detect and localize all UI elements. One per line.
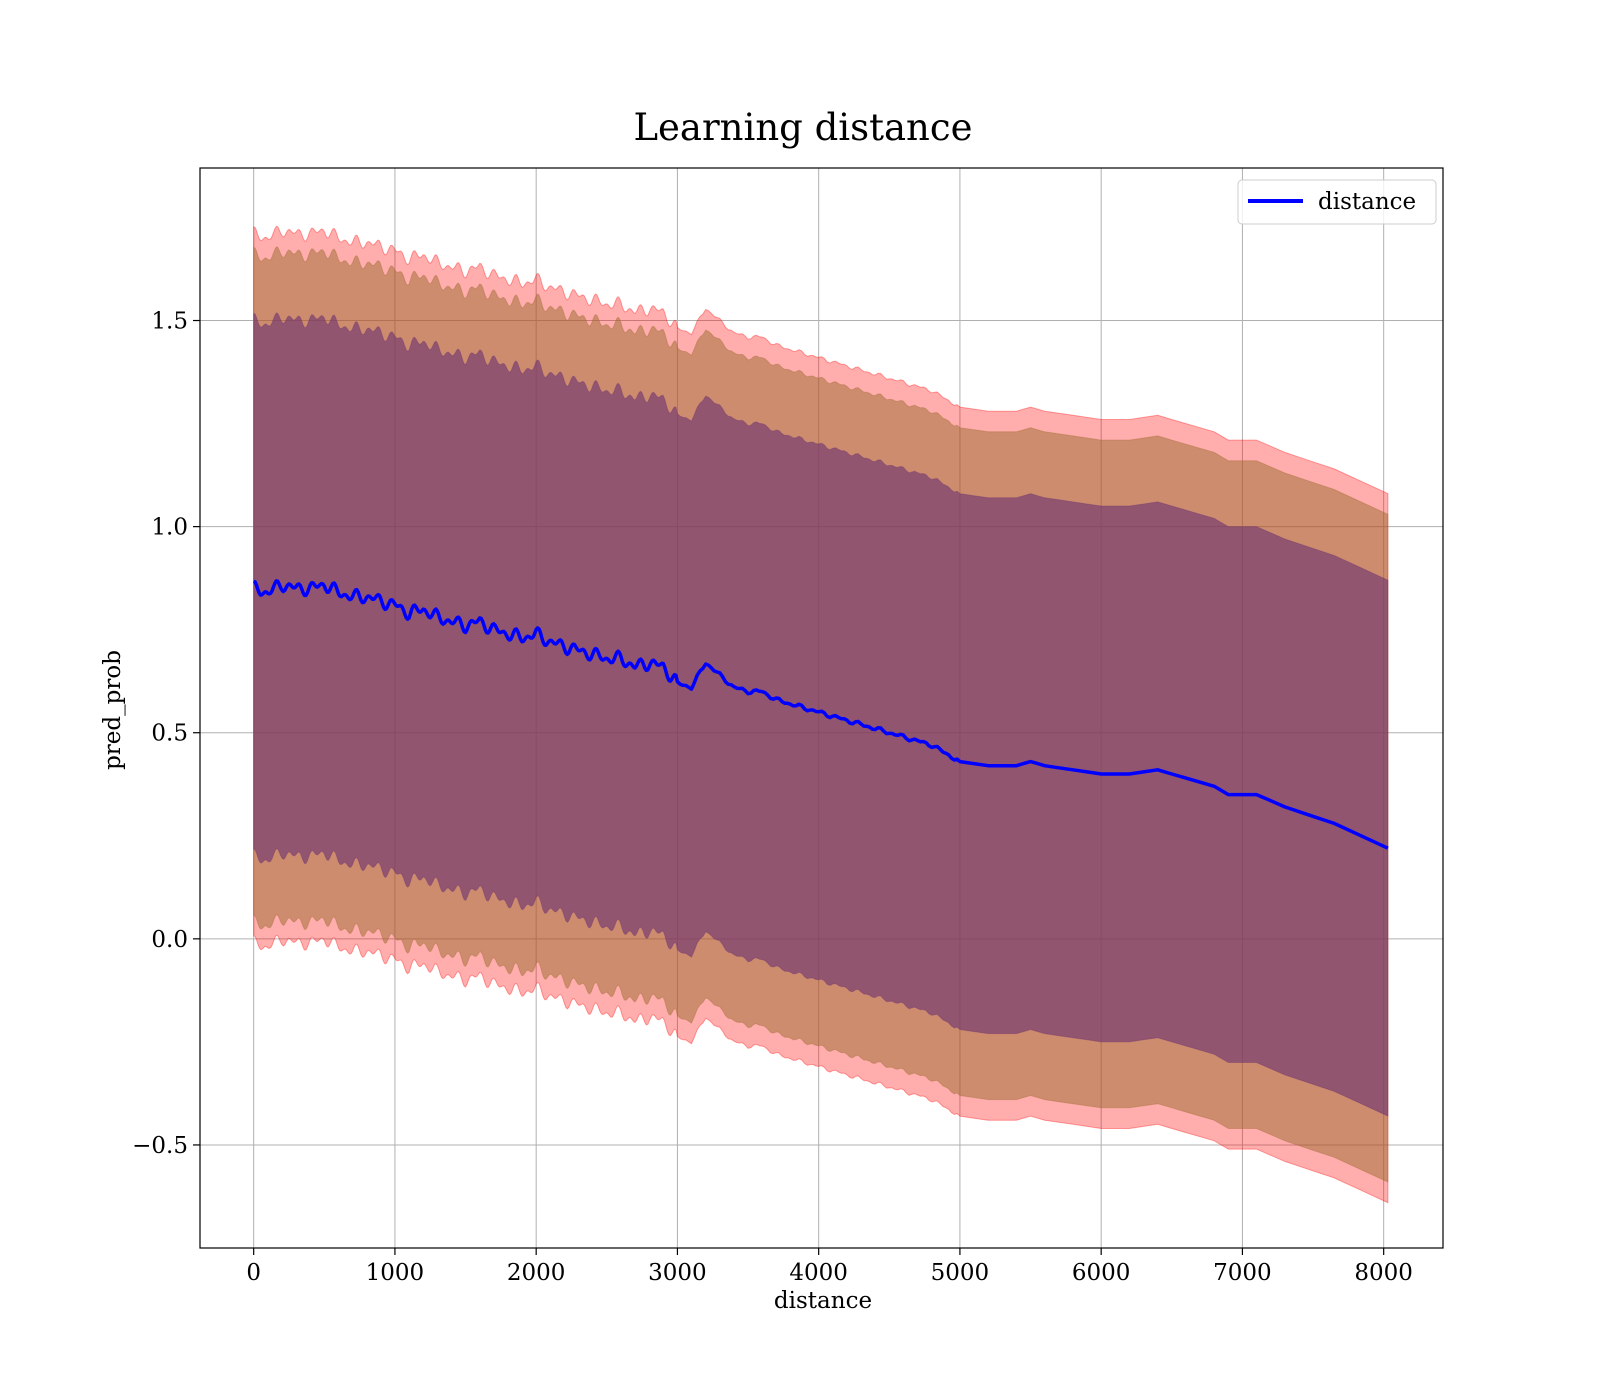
x-axis-label: distance — [774, 1288, 872, 1314]
series-lines — [252, 579, 1389, 850]
x-tick-label: 8000 — [1354, 1260, 1413, 1286]
y-tick-label: −0.5 — [132, 1133, 188, 1159]
series-line-distance — [252, 579, 1389, 850]
x-tick-label: 7000 — [1213, 1260, 1272, 1286]
x-axis-ticks: 0 1000 2000 3000 4000 5000 6000 7000 8000 — [246, 1248, 1413, 1286]
x-tick-label: 3000 — [648, 1260, 707, 1286]
x-tick-label: 4000 — [789, 1260, 848, 1286]
x-tick-label: 1000 — [366, 1260, 425, 1286]
x-tick-label: 0 — [246, 1260, 261, 1286]
y-tick-label: 0.5 — [151, 721, 188, 747]
x-tick-label: 6000 — [1072, 1260, 1131, 1286]
x-tick-label: 5000 — [931, 1260, 990, 1286]
y-axis-label: pred_prob — [100, 650, 126, 770]
y-tick-label: 1.0 — [151, 515, 188, 541]
band-inner — [253, 312, 1389, 1117]
legend-label-distance: distance — [1318, 189, 1416, 215]
legend: distance — [1237, 179, 1437, 225]
y-axis-ticks: −0.5 0.0 0.5 1.0 1.5 — [132, 309, 200, 1159]
y-tick-label: 0.0 — [151, 927, 188, 953]
y-tick-label: 1.5 — [151, 309, 188, 335]
uncertainty-bands — [253, 225, 1389, 1204]
plot-frame — [199, 167, 1444, 1249]
chart-title: Learning distance — [633, 106, 972, 149]
legend-box — [1237, 179, 1437, 225]
x-tick-label: 2000 — [507, 1260, 566, 1286]
